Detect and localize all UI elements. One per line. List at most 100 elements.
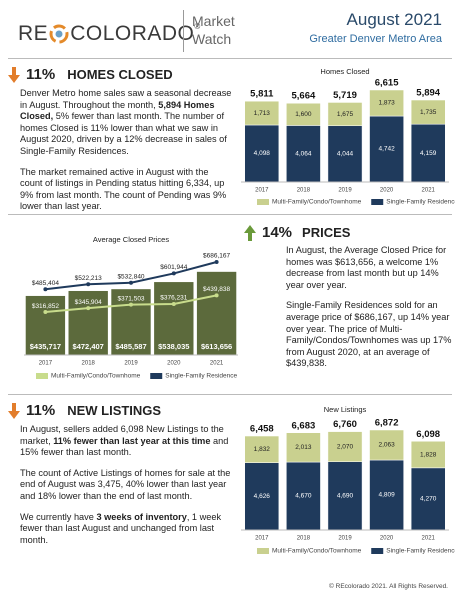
total-label: 5,894 [416,88,440,99]
value-label: 2,063 [378,442,395,449]
footer: © REcolorado 2021. All Rights Reserved. [329,583,448,590]
x-tick-label: 2017 [255,536,269,542]
value-label: 4,809 [378,492,395,499]
bar-segment [286,125,321,183]
bar [196,271,237,355]
chart-title: New Listings [324,405,367,414]
change: 11% [26,66,56,83]
value-label: 1,832 [254,446,271,453]
value-label: 1,873 [378,100,395,107]
text: Single-Family Residences sold for an ave… [286,300,452,369]
point [43,310,48,315]
down-arrow [8,66,20,83]
logo-mark: ® [194,22,201,31]
value-label: 4,742 [378,146,395,153]
legend-label: Multi-Family/Condo/Townhome [272,199,362,206]
x-tick-label: 2021 [210,361,224,367]
total-label: 6,098 [416,429,440,440]
paragraph: Denver Metro home sales saw a seasonal d… [20,88,233,158]
divider [8,58,452,59]
x-tick-label: 2020 [380,536,394,542]
section-head: 11% HOMES CLOSED [8,66,233,83]
value-label: $538,035 [158,342,189,351]
bar [25,295,66,355]
text-bold: 5,894 Homes Closed, [20,99,215,122]
text: In August, sellers added 6,098 New Listi… [20,424,224,446]
header-right: August 2021 Greater Denver Metro Area [309,10,442,45]
legend-swatch [257,199,269,205]
change: 11% [26,402,56,419]
product-name: Market Watch [192,12,235,48]
chart: Homes Closed 4,098 1,713 5,811 2017 4,064 1,60… [241,67,455,206]
logo-icon [49,24,69,44]
paragraph: The market remained active in August wit… [20,167,233,213]
legend-swatch [371,548,384,554]
bar-segment [244,100,280,126]
value-label: 4,626 [254,493,271,500]
paragraph: In August, sellers added 6,098 New Listi… [20,424,233,459]
value-label: $435,717 [30,342,61,351]
point [86,306,91,311]
section-title: PRICES [302,225,351,240]
x-tick-label: 2020 [167,361,181,367]
section: 11% HOMES CLOSED Denver Metro home sales… [8,66,233,222]
value-label: 1,735 [420,109,437,116]
value-label: 2,013 [295,444,312,451]
value-label: 4,064 [295,150,312,157]
value-label: 1,828 [420,451,437,458]
text: The market remained active in August wit… [20,166,227,212]
paragraph: In August, the Average Closed Price for … [286,245,452,291]
text: In August, the Average Closed Price for … [286,245,447,290]
bar-segment [327,431,363,463]
bar-segment [327,461,363,531]
chart-title: Average Closed Prices [93,235,169,244]
logo-right: COLORADO [70,22,195,45]
month: August 2021 [346,10,442,29]
bar [111,289,151,355]
logo: RE COLORADO ® [18,22,201,46]
text-bold: 3 weeks of inventory [96,511,187,522]
value-label: $485,587 [115,342,146,351]
point-label: $316,852 [32,303,59,310]
text: The count of Active Listings of homes fo… [20,467,231,501]
point [86,282,91,287]
total-label: 5,811 [250,89,274,100]
section-title: NEW LISTINGS [67,403,162,418]
x-tick-label: 2021 [422,188,436,194]
bar-segment [410,441,446,469]
point [43,287,48,292]
total-label: 6,872 [375,418,399,429]
legend-label: Single-Family Residence [386,199,455,206]
bar [68,290,108,355]
value-label: 4,159 [420,150,437,157]
value-label: 4,690 [337,493,354,500]
legend-label: Single-Family Residence [386,548,455,555]
up-arrow [244,224,256,241]
down-arrow [8,402,20,419]
divider [8,394,452,395]
chart-title: Homes Closed [320,67,369,76]
total-label: 5,664 [292,91,316,102]
total-label: 6,458 [250,424,274,435]
x-tick-label: 2019 [338,188,352,194]
total-label: 6,683 [292,420,316,431]
point-label: $532,840 [117,274,144,281]
bar-segment [286,432,321,463]
product-line: Market [192,13,235,29]
bar [154,282,194,355]
change: 14% [262,224,293,241]
value-label: 2,070 [337,443,354,450]
x-tick-label: 2019 [124,361,138,367]
total-label: 5,719 [333,90,357,101]
bar-segment [286,102,321,126]
section-title: HOMES CLOSED [67,67,173,82]
text: , 1 week fewer than last August and unch… [20,511,222,545]
x-tick-label: 2018 [82,361,96,367]
section-head: 11% NEW LISTINGS [8,402,233,419]
chart: New Listings 4,626 1,832 6,458 2017 4,670 2,01… [241,405,455,555]
x-tick-label: 2020 [380,188,394,194]
legend-swatch [150,373,163,379]
x-tick-label: 2019 [338,536,352,542]
bar-segment [244,435,280,463]
